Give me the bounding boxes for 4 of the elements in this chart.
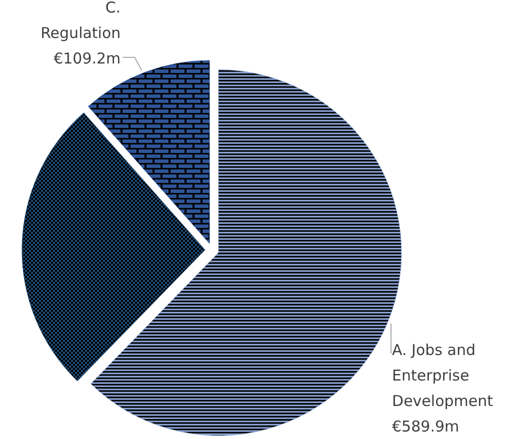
slice-label: A. Jobs and Enterprise Development [392, 340, 494, 410]
data-label: €109.2m [54, 50, 121, 68]
slice-label: C. Regulation [40, 0, 121, 42]
data-label: €589.9m [392, 417, 460, 436]
